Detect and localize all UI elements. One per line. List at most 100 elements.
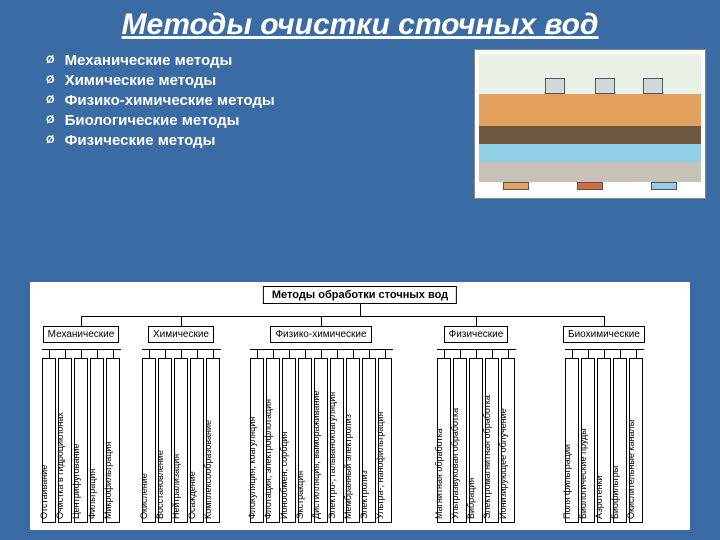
leaf-label: Нейтрализация	[171, 454, 181, 519]
connector	[353, 350, 354, 358]
leaf-label: Вибрация	[466, 478, 476, 519]
leaf-box: Окисление	[142, 358, 156, 523]
leaf-label: Отстаивание	[39, 465, 49, 519]
connector	[257, 350, 258, 358]
leaf-label: Комплексообразование	[203, 420, 213, 519]
geo-facility-box	[545, 78, 565, 94]
leaf-label: Флокуляция, коагуляция	[247, 417, 257, 519]
leaf-node: Микрофильтрация	[106, 350, 121, 523]
leaf-box: Отстаивание	[42, 358, 56, 523]
connector	[604, 350, 605, 358]
bullet-marker: Ø	[46, 134, 55, 146]
connector	[65, 350, 66, 358]
leaf-box: Осаждение	[190, 358, 204, 523]
bullet-label: Химические методы	[65, 72, 217, 89]
bullet-marker: Ø	[46, 54, 55, 66]
leaf-label: Ионообмен, сорбция	[279, 432, 289, 519]
leaf-box: Биофильтры	[613, 358, 627, 523]
group-leaves: Магнитная обработкаУльтразвуковая обрабо…	[437, 350, 516, 523]
leaf-box: Комплексообразование	[206, 358, 220, 523]
chart-groups: МеханическиеОтстаиваниеОчистка в гидроци…	[30, 316, 690, 530]
leaf-label: Мембранный электролиз	[343, 414, 353, 519]
connector	[149, 350, 150, 358]
leaf-label: Поля фильтрации	[562, 444, 572, 519]
connector	[321, 316, 322, 326]
bullet-list: ØМеханические методыØХимические методыØФ…	[0, 49, 474, 152]
geo-water-layer	[479, 144, 701, 162]
geo-legend	[479, 182, 701, 196]
leaf-box: Ионизирующее облучение	[501, 358, 515, 523]
leaf-label: Центрифугование	[71, 444, 81, 519]
chart-group: Физические Магнитная обработкаУльтразвуко…	[412, 316, 540, 530]
group-label: Физические	[444, 326, 509, 343]
connector	[572, 350, 573, 358]
chart-group: Биохимические Поля фильтрации Биологически…	[540, 316, 668, 530]
connector	[113, 350, 114, 358]
connector	[369, 350, 370, 358]
leaf-node: Ионизирующее облучение	[501, 350, 516, 523]
leaf-box: Ионообмен, сорбция	[282, 358, 296, 523]
leaf-label: Ультра-, нанофильтрация	[375, 412, 385, 519]
leaf-box: Электромагнитная обработка	[485, 358, 499, 523]
leaf-label: Флотация, электрофлотация	[263, 399, 273, 519]
leaf-box: Мембранный электролиз	[346, 358, 360, 523]
leaf-label: Восстановление	[155, 450, 165, 519]
leaf-box: Фильтрация	[90, 358, 104, 523]
bullet-label: Физические методы	[65, 132, 216, 149]
geo-facility-box	[643, 78, 663, 94]
connector	[81, 350, 82, 358]
connector	[337, 350, 338, 358]
connector	[508, 350, 509, 358]
bullet-label: Механические методы	[65, 52, 233, 69]
leaf-node: Ультра-, нанофильтрация	[378, 350, 393, 523]
chart-root: Методы обработки сточных вод	[263, 286, 457, 304]
leaf-box: Ультразвуковая обработка	[453, 358, 467, 523]
page-title: Методы очистки сточных вод	[0, 0, 720, 43]
legend-swatch	[503, 182, 529, 190]
group-label: Биохимические	[563, 326, 645, 343]
leaf-node: Окислительные каналы	[629, 350, 644, 523]
leaf-box: Электро-, гальванокоагуляция	[330, 358, 344, 523]
group-label: Химические	[148, 326, 214, 343]
connector	[620, 350, 621, 358]
leaf-box: Очистка в гидроциклонах	[58, 358, 72, 523]
connector	[49, 350, 50, 358]
connector	[181, 316, 182, 326]
leaf-box: Электролиз	[362, 358, 376, 523]
leaf-box: Экстракция	[298, 358, 312, 523]
leaf-box: Ультра-, нанофильтрация	[378, 358, 392, 523]
connector	[305, 350, 306, 358]
chart-group: МеханическиеОтстаиваниеОчистка в гидроци…	[30, 316, 132, 530]
hierarchy-chart: Методы обработки сточных вод Механически…	[30, 282, 690, 530]
legend-swatch	[577, 182, 603, 190]
bullet-marker: Ø	[46, 94, 55, 106]
leaf-box: Биологические пруды	[581, 358, 595, 523]
connector	[492, 350, 493, 358]
group-leaves: Поля фильтрации Биологические прудыАэроте…	[565, 350, 644, 523]
leaf-label: Ультразвуковая обработка	[450, 408, 460, 519]
bullet-item: Ø Физические методы	[46, 132, 474, 149]
bullet-item: ØХимические методы	[46, 72, 474, 89]
leaf-box: Дистилляция, вымораживание	[314, 358, 328, 523]
leaf-label: Биофильтры	[610, 466, 620, 519]
geo-base-layer	[479, 162, 701, 182]
group-leaves: Отстаивание Очистка в гидроциклонахЦентри…	[42, 350, 121, 523]
connector	[321, 350, 322, 358]
group-leaves: ОкислениеВосстановление Нейтрализация Осаж…	[142, 350, 221, 523]
chart-group: Физико-химическиеФлокуляция, коагуляцияФ…	[230, 316, 412, 530]
geo-sky-layer	[479, 54, 701, 94]
leaf-box: Флокуляция, коагуляция	[250, 358, 264, 523]
leaf-label: Ионизирующее облучение	[498, 408, 508, 519]
leaf-box: Центрифугование	[74, 358, 88, 523]
connector	[289, 350, 290, 358]
chart-group: Химические ОкислениеВосстановление Нейтрал…	[132, 316, 230, 530]
leaf-box: Аэротенки	[597, 358, 611, 523]
leaf-box: Микрофильтрация	[106, 358, 120, 523]
geo-facility-box	[595, 78, 615, 94]
geo-dark-layer	[479, 126, 701, 144]
connector	[444, 350, 445, 358]
connector	[385, 350, 386, 358]
connector	[97, 350, 98, 358]
connector	[273, 350, 274, 358]
leaf-label: Окислительные каналы	[626, 420, 636, 519]
